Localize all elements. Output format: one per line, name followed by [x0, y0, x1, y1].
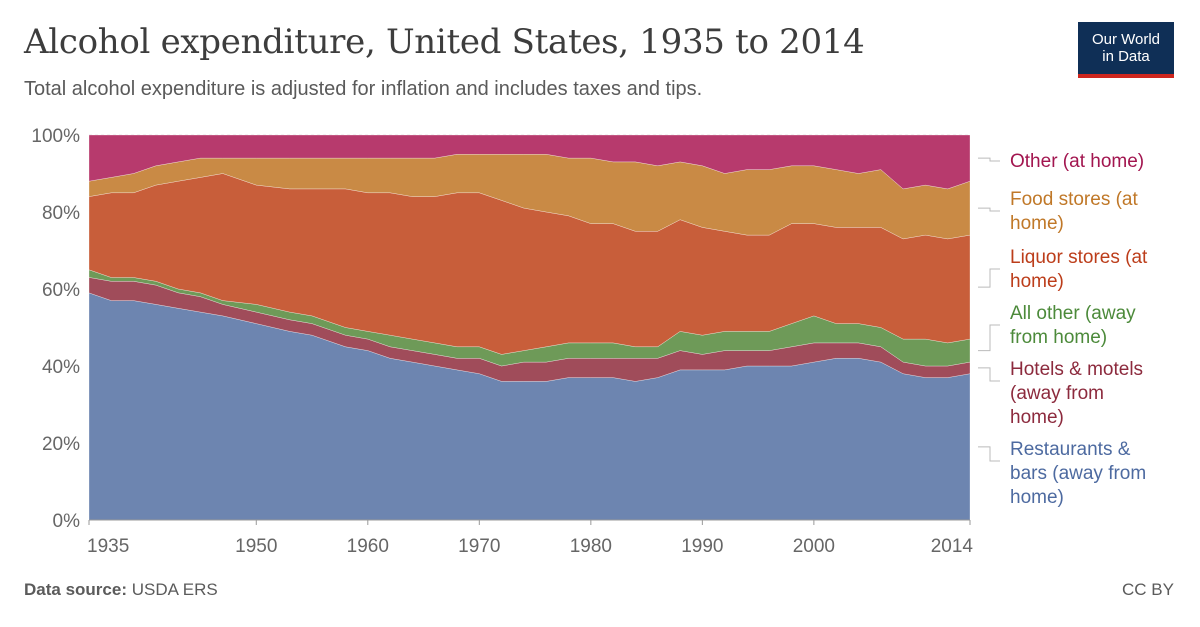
x-tick-label: 2000	[793, 536, 835, 557]
legend-entry-3: All other (away from home)	[978, 303, 1136, 352]
legend-label-line: from home)	[1010, 327, 1107, 348]
legend-label: All other (away from home)	[1010, 303, 1136, 348]
legend-label: Hotels & motels (away from home)	[1010, 359, 1143, 428]
y-tick-label: 40%	[42, 357, 80, 378]
legend-label: Restaurants & bars (away from home)	[1010, 439, 1146, 508]
legend-label-line: home)	[1010, 487, 1064, 508]
legend-entry-2: Liquor stores (at home)	[978, 247, 1148, 292]
legend-label-line: bars (away from	[1010, 463, 1146, 484]
x-tick-label: 1960	[347, 536, 389, 557]
stacked-area-chart: 0% 20% 40% 60% 80% 100% 1935 1950 1960 1970 1980 19…	[31, 126, 1148, 557]
legend-entry-5: Restaurants & bars (away from home)	[978, 439, 1146, 508]
x-tick-label: 2014	[931, 536, 974, 557]
owid-logo[interactable]: Our World in Data	[1078, 22, 1174, 78]
legend-connector	[978, 157, 1000, 162]
legend-label-line: Hotels & motels	[1010, 359, 1143, 380]
chart-title: Alcohol expenditure, United States, 1935…	[24, 22, 865, 62]
legend-label-line: All other (away	[1010, 303, 1136, 324]
x-tick-label: 1980	[570, 536, 612, 557]
legend-connector	[978, 324, 1000, 352]
legend-label-line: home)	[1010, 213, 1064, 234]
x-tick-label: 1970	[458, 536, 500, 557]
x-tick-label: 1990	[681, 536, 723, 557]
legend-label-line: home)	[1010, 407, 1064, 428]
legend-entry-4: Hotels & motels (away from home)	[978, 359, 1143, 428]
data-source: Data source: USDA ERS	[24, 580, 218, 600]
y-tick-label: 60%	[42, 280, 80, 301]
legend-label-line: Restaurants &	[1010, 439, 1131, 460]
y-tick-label: 20%	[42, 434, 80, 455]
legend-label-line: Food stores (at	[1010, 189, 1138, 210]
data-source-label: Data source:	[24, 580, 127, 599]
legend-label-line: Liquor stores (at	[1010, 247, 1148, 268]
license-label[interactable]: CC BY	[1122, 580, 1174, 599]
legend-label: Food stores (at home)	[1010, 189, 1138, 234]
x-tick-label: 1950	[235, 536, 277, 557]
legend-entry-0: Other (at home)	[978, 151, 1144, 172]
legend-connector	[978, 367, 1000, 382]
logo-line-2: in Data	[1102, 48, 1150, 65]
legend-connector	[978, 207, 1000, 212]
legend-label: Other (at home)	[1010, 151, 1144, 172]
legend-label-line: Other (at home)	[1010, 151, 1144, 172]
chart-subtitle: Total alcohol expenditure is adjusted fo…	[24, 78, 703, 100]
x-tick-label: 1935	[87, 536, 129, 557]
y-tick-label: 80%	[42, 203, 80, 224]
legend-label: Liquor stores (at home)	[1010, 247, 1148, 292]
data-source-value[interactable]: USDA ERS	[131, 580, 218, 599]
legend-label-line: (away from	[1010, 383, 1104, 404]
logo-line-1: Our World	[1091, 31, 1161, 48]
area-series-5	[88, 134, 971, 190]
y-tick-label: 0%	[53, 511, 81, 532]
legend-connector	[978, 268, 1000, 288]
legend-connector	[978, 446, 1000, 462]
legend-entry-1: Food stores (at home)	[978, 189, 1138, 234]
y-tick-label: 100%	[31, 126, 80, 147]
legend-label-line: home)	[1010, 271, 1064, 292]
